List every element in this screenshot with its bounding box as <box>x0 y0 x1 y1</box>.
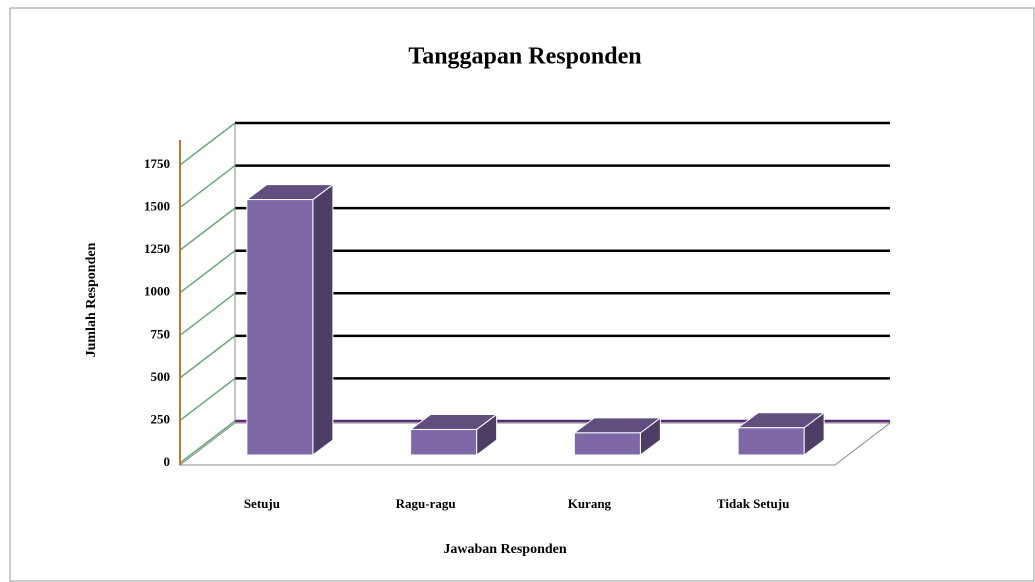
bar <box>573 432 641 456</box>
tick-diagonal <box>179 420 236 464</box>
tick-diagonal <box>179 250 236 294</box>
bar <box>737 427 805 456</box>
x-tick-label: Kurang <box>568 496 612 511</box>
y-tick-label: 0 <box>164 454 171 469</box>
tick-diagonal <box>179 292 236 336</box>
bar <box>410 428 478 456</box>
y-tick-label: 1000 <box>144 284 170 299</box>
bar-side <box>312 183 334 456</box>
tick-diagonal <box>179 122 236 166</box>
y-tick-label: 750 <box>151 326 171 341</box>
y-tick-label: 1250 <box>144 241 170 256</box>
x-tick-label: Tidak Setuju <box>717 496 789 511</box>
x-tick-label: Ragu-ragu <box>396 496 456 511</box>
x-axis-label: Jawaban Responden <box>443 542 567 557</box>
y-axis-label: Jumlah Responden <box>84 242 99 357</box>
y-tick-label: 1500 <box>144 199 170 214</box>
x-tick-label: Setuju <box>244 496 280 511</box>
y-tick-label: 500 <box>151 369 171 384</box>
y-tick-label: 250 <box>151 411 171 426</box>
tick-diagonal <box>179 377 236 422</box>
chart-title: Tanggapan Responden <box>408 44 641 70</box>
bar <box>246 199 314 456</box>
tick-diagonal <box>179 164 236 209</box>
y-tick-label: 1750 <box>144 156 170 171</box>
floor <box>178 422 892 466</box>
tick-diagonal <box>179 207 236 251</box>
tick-diagonal <box>179 335 236 379</box>
